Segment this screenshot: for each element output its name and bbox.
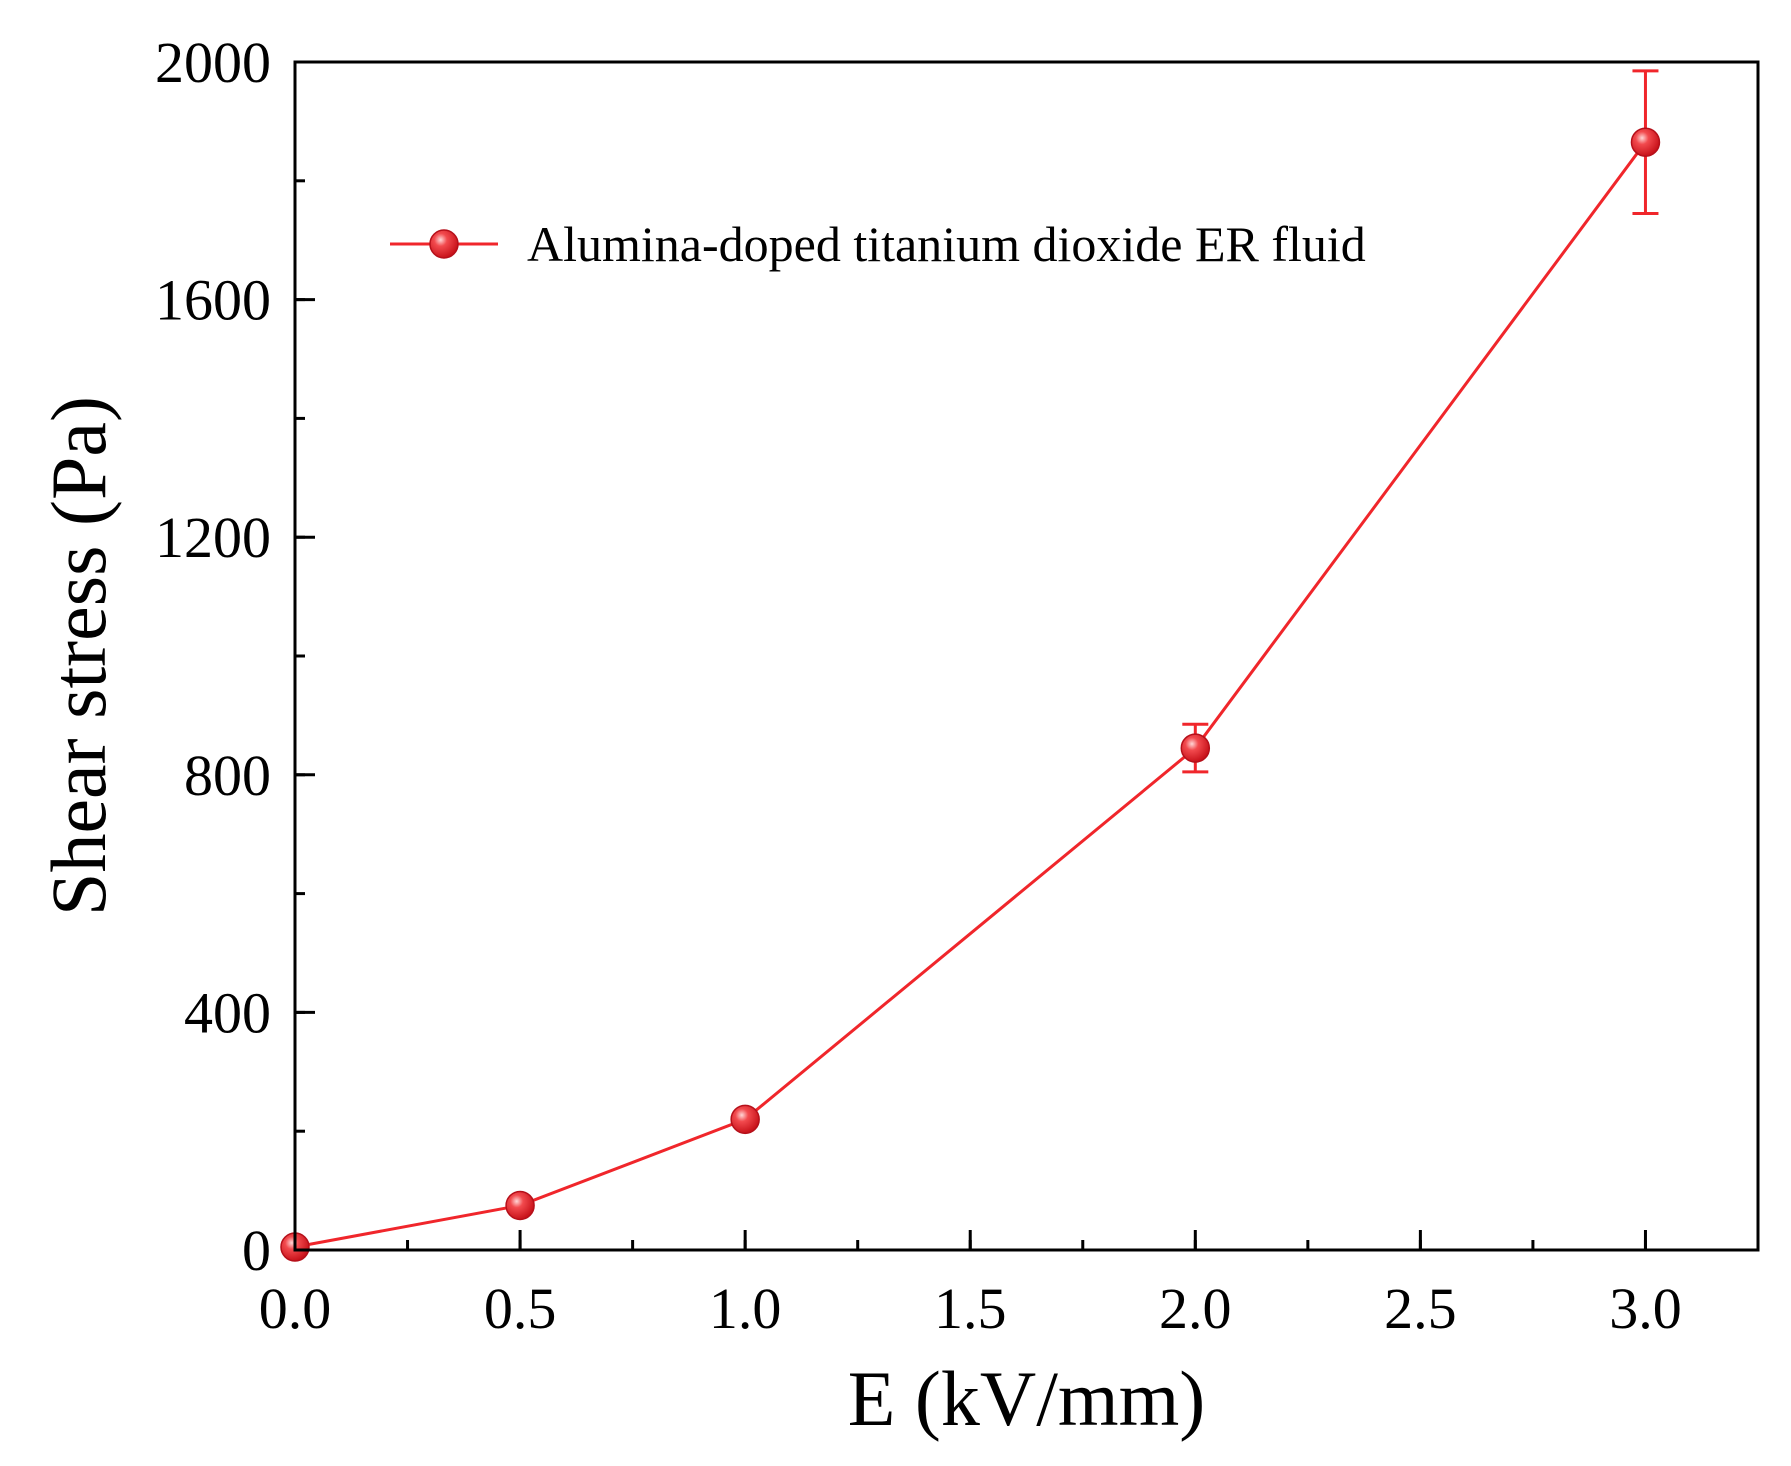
- y-tick-labels: 0 400 800 1200 1600 2000: [155, 30, 271, 1283]
- legend-marker: [429, 229, 459, 259]
- y-tick-label: 2000: [155, 30, 271, 95]
- x-tick-label: 1.0: [709, 1276, 782, 1341]
- y-tick-label: 1200: [155, 505, 271, 570]
- y-tick-label: 800: [184, 743, 271, 808]
- y-tick-label: 400: [184, 980, 271, 1045]
- x-tick-label: 1.5: [934, 1276, 1007, 1341]
- y-axis-title: Shear stress (Pa): [35, 396, 122, 916]
- data-point: [505, 1190, 535, 1221]
- x-tick-label: 2.5: [1384, 1276, 1457, 1341]
- x-tick-labels: 0.0 0.5 1.0 1.5 2.0 2.5 3.0: [259, 1276, 1682, 1341]
- x-tick-label: 0.5: [484, 1276, 557, 1341]
- plot-frame: [293, 60, 1760, 1252]
- legend-label: Alumina-doped titanium dioxide ER fluid: [527, 216, 1366, 272]
- legend: Alumina-doped titanium dioxide ER fluid: [390, 216, 1366, 272]
- data-point: [730, 1104, 760, 1135]
- y-tick-label: 0: [242, 1218, 271, 1283]
- data-point: [1630, 127, 1661, 157]
- data-point: [1180, 733, 1211, 763]
- x-tick-label: 3.0: [1609, 1276, 1682, 1341]
- x-tick-label: 2.0: [1159, 1276, 1232, 1341]
- x-axis-title: E (kV/mm): [848, 1355, 1205, 1442]
- x-tick-label: 0.0: [259, 1276, 332, 1341]
- series-layer: [280, 69, 1661, 1262]
- series-line: [294, 141, 1647, 1249]
- y-tick-label: 1600: [155, 268, 271, 333]
